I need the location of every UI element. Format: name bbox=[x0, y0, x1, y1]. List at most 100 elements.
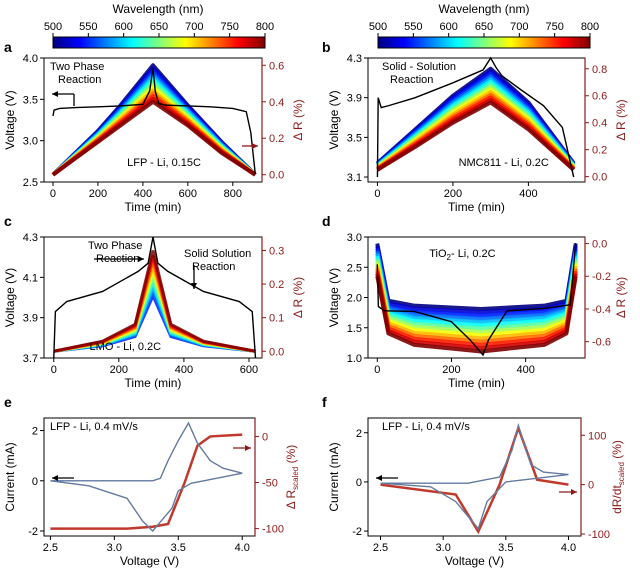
y-axis-label: Current (mA) bbox=[3, 442, 17, 511]
y-tick-label: 4.3 bbox=[23, 232, 38, 244]
y2-tick-label: 0.4 bbox=[592, 118, 607, 130]
y2-tick-label: 100 bbox=[588, 430, 606, 442]
primary-curve bbox=[52, 67, 256, 174]
x-axis-label: Time (min) bbox=[448, 200, 505, 214]
x-axis-label: Time (min) bbox=[125, 376, 182, 390]
y2-tick-label: 0.0 bbox=[592, 172, 607, 184]
y-tick-label: 3.0 bbox=[347, 232, 362, 244]
y2-tick-label: -100 bbox=[262, 524, 284, 536]
colorbar-tick-label: 750 bbox=[220, 21, 238, 33]
y2-tick-label: 0.3 bbox=[269, 245, 284, 257]
x-axis-label: Voltage (V) bbox=[445, 554, 504, 568]
y-tick-label: 0 bbox=[32, 476, 38, 488]
solid-solution-arrow-head bbox=[191, 283, 197, 289]
cell-label: LMO - Li, 0.2C bbox=[90, 341, 162, 353]
y-tick-label: 3.5 bbox=[347, 132, 362, 144]
colorbar-tick-label: 800 bbox=[581, 21, 599, 33]
cell-label: LFP - Li, 0.4 mV/s bbox=[50, 421, 138, 433]
colorbar-tick-label: 600 bbox=[439, 21, 457, 33]
annotation-line: Solid Solution bbox=[184, 248, 251, 260]
colorbar-left: Wavelength (nm) 500 550 600 650 700 750 800 bbox=[44, 2, 274, 49]
x-tick-label: 0 bbox=[50, 188, 56, 200]
y2-axis-label: dR/dtscaled (%) bbox=[610, 440, 626, 514]
delta-r-band-line bbox=[376, 100, 576, 172]
panel-f: 2.5 3.0 3.5 4.0 -2 0 2 100 0 -100 Voltage (V) Curre… bbox=[327, 417, 626, 568]
y-tick-label: 3.9 bbox=[23, 313, 38, 325]
y-tick-label: -2 bbox=[352, 526, 362, 538]
delta-r-trace bbox=[380, 424, 569, 535]
primary-curve bbox=[376, 242, 577, 357]
y2-tick-label: -0.2 bbox=[592, 271, 611, 283]
x-tick-label: 0 bbox=[374, 188, 380, 200]
y2-tick-label: 0.6 bbox=[592, 91, 607, 103]
y-tick-label: 2 bbox=[356, 428, 362, 440]
x-tick-label: 3.5 bbox=[171, 542, 186, 554]
y-axis-label: Voltage (V) bbox=[327, 90, 341, 149]
x-tick-label: 0 bbox=[374, 364, 380, 376]
panel-label-b: b bbox=[322, 39, 331, 55]
colorbar-tick-label: 700 bbox=[510, 21, 528, 33]
primary-curve bbox=[380, 422, 569, 531]
x-tick-label: 400 bbox=[134, 188, 152, 200]
y-tick-label: 3.7 bbox=[23, 353, 38, 365]
y2-tick-label: -100 bbox=[588, 529, 610, 541]
y2-axis-label: Δ R (%) bbox=[291, 99, 305, 140]
panel-label-c: c bbox=[4, 213, 12, 229]
annotation-line: Two Phase bbox=[88, 240, 142, 252]
y-tick-label: 4.0 bbox=[23, 53, 38, 65]
annotation-line: Two Phase bbox=[50, 61, 104, 73]
x-tick-label: 0 bbox=[51, 364, 57, 376]
x-tick-label: 400 bbox=[175, 364, 193, 376]
delta-r-band-line bbox=[51, 99, 257, 177]
y2-tick-label: -0.4 bbox=[592, 304, 611, 316]
y2-tick-label: 0.2 bbox=[592, 145, 607, 157]
x-tick-label: 400 bbox=[519, 188, 537, 200]
delta-r-trace bbox=[50, 433, 243, 530]
delta-r-band-line bbox=[53, 250, 256, 353]
colorbar-right-title: Wavelength (nm) bbox=[439, 2, 530, 16]
x-tick-label: 400 bbox=[516, 364, 534, 376]
y2-label-sub: scaled bbox=[291, 467, 300, 490]
cell-label-sub: 2 bbox=[447, 253, 452, 262]
colorbar-tick-label: 700 bbox=[185, 21, 203, 33]
y-tick-label: 3.9 bbox=[347, 93, 362, 105]
colorbar-tick-label: 500 bbox=[369, 21, 387, 33]
y2-label-tail: (%) bbox=[284, 445, 298, 467]
panel-e: 2.5 3.0 3.5 4.0 -2 0 2 0 -50 -100 Voltage (V) Curre… bbox=[3, 417, 300, 568]
colorbar-left-gradient bbox=[52, 36, 266, 49]
primary-curve-overlay bbox=[380, 423, 569, 530]
voltage-axis-arrow-head bbox=[52, 91, 58, 97]
cell-label-tail: - Li, 0.2C bbox=[451, 248, 496, 260]
dr-dt-axis-arrow-head bbox=[571, 489, 577, 495]
y2-label-main: Δ R bbox=[284, 490, 298, 510]
colorbar-tick-label: 550 bbox=[79, 21, 97, 33]
colorbar-left-ticks: 500 550 600 650 700 750 800 bbox=[44, 21, 274, 37]
y2-tick-label: -0.6 bbox=[592, 337, 611, 349]
x-tick-label: 4.0 bbox=[561, 542, 576, 554]
y-tick-label: 4.1 bbox=[23, 272, 38, 284]
cell-label: TiO2- Li, 0.2C bbox=[429, 248, 495, 262]
current-axis-arrow-head bbox=[376, 475, 382, 481]
y2-axis-label: Δ Rscaled (%) bbox=[284, 445, 300, 509]
colorbar-tick-label: 750 bbox=[545, 21, 563, 33]
x-tick-label: 800 bbox=[224, 188, 242, 200]
colorbar-tick-label: 500 bbox=[44, 21, 62, 33]
y2-axis-label: Δ R (%) bbox=[614, 277, 628, 318]
y-tick-label: 2.5 bbox=[23, 177, 38, 189]
x-axis-label: Time (min) bbox=[448, 376, 505, 390]
current-axis-arrow-head bbox=[52, 475, 58, 481]
y-tick-label: 0 bbox=[356, 477, 362, 489]
panel-label-e: e bbox=[4, 394, 12, 410]
cell-label-main: TiO bbox=[429, 248, 447, 260]
y2-tick-label: 0.6 bbox=[269, 60, 284, 72]
y2-axis-label: Δ R (%) bbox=[614, 99, 628, 140]
panel-label-f: f bbox=[322, 394, 327, 410]
y-axis-label: Current (mA) bbox=[327, 442, 341, 511]
y-tick-label: 3.0 bbox=[23, 136, 38, 148]
x-tick-label: 200 bbox=[442, 364, 460, 376]
delta-r-axis-arrow-head bbox=[245, 445, 251, 451]
y-tick-label: 2 bbox=[32, 426, 38, 438]
colorbar-right-ticks: 500 550 600 650 700 750 800 bbox=[369, 21, 599, 37]
colorbar-right-gradient bbox=[377, 36, 591, 49]
y2-label-main: dR/dt bbox=[610, 485, 624, 514]
